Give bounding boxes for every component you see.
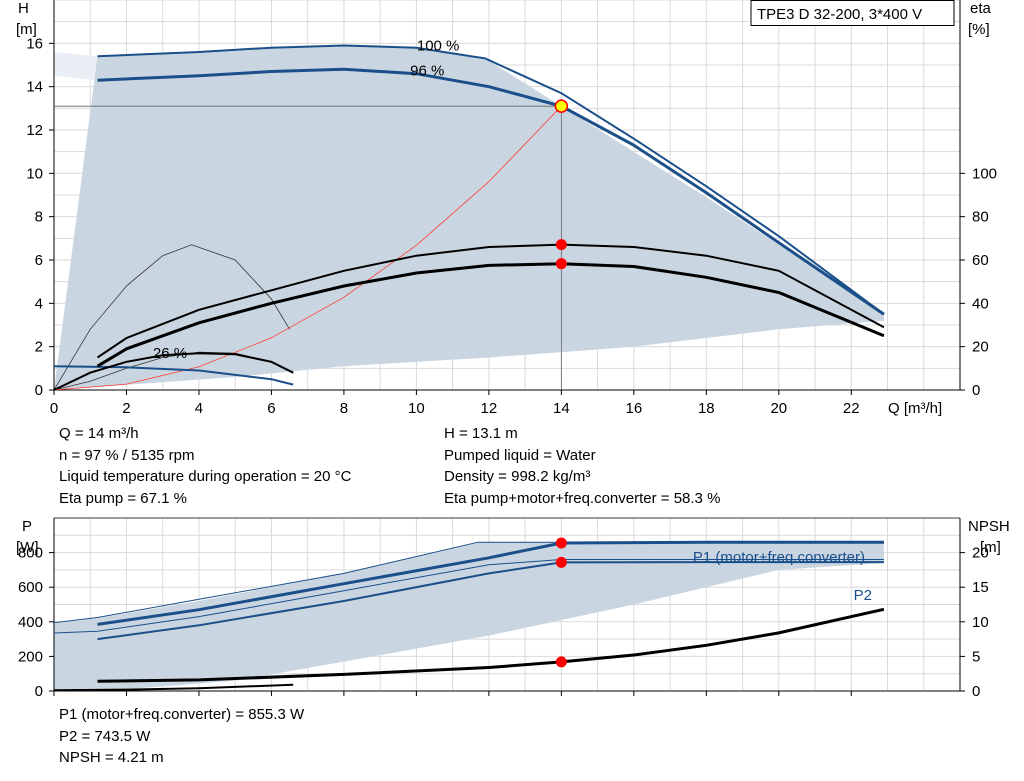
info-speed: n = 97 % / 5135 rpm — [59, 446, 195, 464]
info-eta-pump: Eta pump = 67.1 % — [59, 489, 187, 507]
y-right-axis-unit-bottom: [m] — [980, 539, 1001, 556]
duty-point-head — [554, 99, 569, 113]
system-curve — [53, 105, 562, 391]
efficiency-curve — [53, 352, 294, 391]
y-left-tick-label: 0 — [35, 382, 43, 399]
duty-point-eta-total — [555, 258, 567, 270]
efficiency-curve — [96, 262, 885, 368]
y-right-tick-label: 100 — [972, 165, 997, 182]
y-left-axis-unit-bottom: [W] — [16, 539, 39, 556]
y-right-tick-label: 40 — [972, 295, 989, 312]
head-curve — [53, 365, 294, 386]
label-96-percent: 96 % — [410, 62, 444, 79]
y-right-tick-label: 80 — [972, 209, 989, 226]
y-left-tick-label: 16 — [26, 35, 43, 52]
envelope-area — [54, 45, 884, 390]
x-tick-label: 10 — [408, 400, 425, 417]
y-left-tick-label-bottom: 200 — [18, 648, 43, 665]
duty-point-eta-pump — [555, 239, 567, 251]
info-pumped-liquid: Pumped liquid = Water — [444, 446, 596, 464]
power-curve — [97, 561, 884, 641]
title-box-text: TPE3 D 32-200, 3*400 V — [757, 6, 922, 23]
info-eta-total: Eta pump+motor+freq.converter = 58.3 % — [444, 489, 721, 507]
y-left-axis-title: H — [18, 0, 29, 17]
x-tick-label: 2 — [122, 400, 130, 417]
y-right-tick-label: 0 — [972, 382, 980, 399]
label-p2: P2 — [854, 587, 872, 604]
info-head: H = 13.1 m — [444, 425, 518, 442]
x-tick-label: 14 — [553, 400, 570, 417]
power-envelope-area — [54, 542, 884, 691]
y-left-tick-label: 2 — [35, 339, 43, 356]
y-right-axis-title: eta — [970, 0, 992, 17]
y-left-tick-label-bottom: 600 — [18, 579, 43, 596]
info-p2: P2 = 743.5 W — [59, 727, 151, 745]
y-right-axis-unit: [%] — [968, 21, 990, 38]
x-tick-label: 8 — [340, 400, 348, 417]
y-right-tick-label-bottom: 5 — [972, 648, 980, 665]
y-left-tick-label: 6 — [35, 252, 43, 269]
x-tick-label: 0 — [50, 400, 58, 417]
y-left-tick-label: 4 — [35, 295, 43, 312]
y-left-axis-title-bottom: P — [22, 518, 32, 535]
y-left-axis-unit: [m] — [16, 21, 37, 38]
y-left-tick-label: 12 — [26, 122, 43, 139]
x-axis-title: Q [m³/h] — [888, 400, 942, 417]
duty-point-p1 — [555, 537, 567, 549]
x-tick-label: 18 — [698, 400, 715, 417]
head-curve — [97, 44, 885, 316]
info-density: Density = 998.2 kg/m³ — [444, 468, 591, 485]
y-left-tick-label: 10 — [26, 165, 43, 182]
y-right-tick-label: 60 — [972, 252, 989, 269]
info-p1: P1 (motor+freq.converter) = 855.3 W — [59, 706, 305, 723]
y-left-tick-label: 14 — [26, 79, 43, 96]
x-tick-label: 4 — [195, 400, 203, 417]
npsh-curve-low — [53, 683, 294, 692]
y-right-axis-title-bottom: NPSH — [968, 518, 1010, 535]
head-curve — [97, 67, 885, 316]
info-top-right: H = 13.1 m Pumped liquid = Water Density… — [444, 423, 720, 509]
duty-point-p2 — [555, 556, 567, 568]
y-right-tick-label: 20 — [972, 339, 989, 356]
efficiency-curve — [96, 243, 885, 359]
info-bottom: P1 (motor+freq.converter) = 855.3 W P2 =… — [59, 704, 304, 769]
x-tick-label: 22 — [843, 400, 860, 417]
info-liquid-temp: Liquid temperature during operation = 20… — [59, 468, 352, 485]
y-right-tick-label-bottom: 15 — [972, 579, 989, 596]
label-100-percent: 100 % — [417, 38, 460, 55]
info-npsh: NPSH = 4.21 m — [59, 749, 164, 766]
info-flow: Q = 14 m³/h — [59, 425, 139, 442]
label-p1: P1 (motor+freq.converter) — [693, 549, 865, 566]
x-tick-label: 20 — [770, 400, 787, 417]
y-left-tick-label-bottom: 0 — [35, 683, 43, 700]
x-tick-label: 6 — [267, 400, 275, 417]
y-right-tick-label-bottom: 10 — [972, 614, 989, 631]
label-26-percent: 26 % — [153, 345, 187, 362]
x-tick-label: 16 — [625, 400, 642, 417]
info-top-left: Q = 14 m³/h n = 97 % / 5135 rpm Liquid t… — [59, 423, 351, 509]
y-left-tick-label-bottom: 400 — [18, 614, 43, 631]
x-tick-label: 12 — [481, 400, 498, 417]
y-left-tick-label: 8 — [35, 209, 43, 226]
y-right-tick-label-bottom: 0 — [972, 683, 980, 700]
y-left-tick-label-bottom: 800 — [18, 545, 43, 562]
title-box — [750, 0, 955, 26]
y-right-tick-label-bottom: 20 — [972, 545, 989, 562]
power-curve — [53, 541, 884, 624]
duty-point-npsh — [555, 656, 567, 668]
